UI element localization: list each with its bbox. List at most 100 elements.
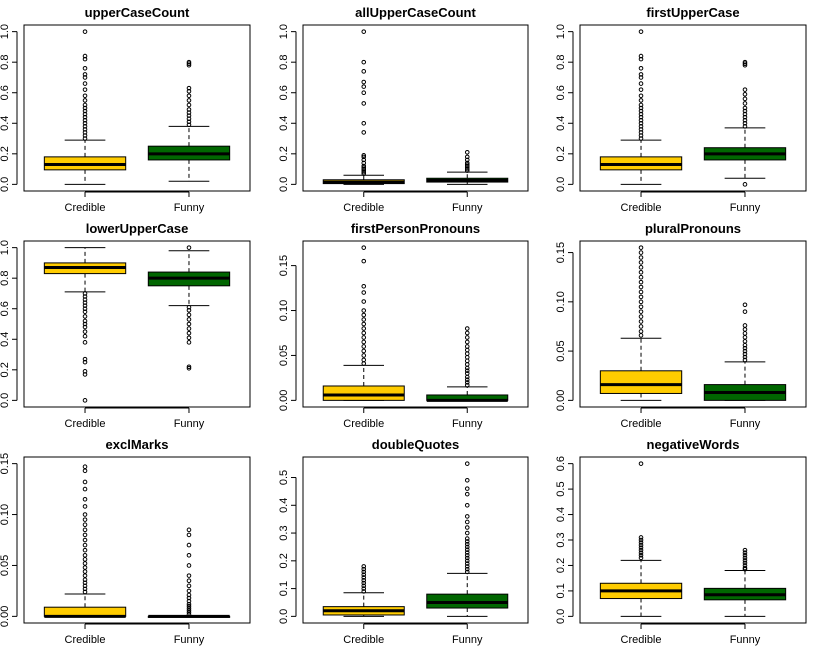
outlier-point bbox=[742, 101, 748, 106]
outlier-point bbox=[82, 318, 88, 324]
category-label: Funny bbox=[730, 418, 761, 430]
outlier-point bbox=[742, 331, 748, 336]
outlier-point bbox=[82, 372, 88, 377]
outlier-point bbox=[464, 541, 470, 547]
category-label: Funny bbox=[730, 634, 761, 646]
outlier-point bbox=[638, 274, 644, 280]
outlier-point bbox=[82, 56, 88, 62]
box-funny bbox=[147, 245, 231, 371]
outlier-point bbox=[638, 72, 644, 77]
panel-title: exclMarks bbox=[106, 437, 169, 452]
y-tick-label: 0.0 bbox=[0, 177, 11, 192]
outlier-point bbox=[82, 93, 88, 99]
category-label: Funny bbox=[452, 418, 483, 430]
outlier-point bbox=[464, 552, 470, 558]
y-tick-label: 0.8 bbox=[555, 55, 567, 70]
outlier-point bbox=[82, 124, 88, 129]
outlier-point bbox=[186, 588, 192, 594]
outlier-point bbox=[186, 312, 192, 318]
y-axis: 0.00 0.05 0.10 0.15 bbox=[555, 242, 574, 411]
outlier-point bbox=[638, 93, 644, 99]
outlier-point bbox=[82, 512, 88, 517]
outlier-point bbox=[638, 53, 644, 59]
y-tick-label: 0.6 bbox=[0, 85, 11, 100]
outlier-point bbox=[82, 464, 88, 469]
category-label: Funny bbox=[174, 202, 205, 214]
outlier-point bbox=[82, 87, 88, 92]
outlier-point bbox=[82, 527, 88, 533]
category-label: Credible bbox=[621, 418, 662, 430]
outlier-point bbox=[742, 117, 748, 123]
outlier-point bbox=[742, 302, 748, 308]
plot-frame bbox=[23, 240, 251, 408]
outlier-point bbox=[82, 547, 88, 553]
outlier-point bbox=[82, 108, 88, 114]
outlier-point bbox=[638, 265, 644, 270]
outlier-point bbox=[638, 133, 644, 138]
outlier-point bbox=[82, 117, 88, 123]
outlier-point bbox=[82, 309, 88, 315]
panel-title: lowerUpperCase bbox=[86, 221, 189, 236]
y-tick-label: 0.4 bbox=[278, 116, 290, 131]
box-funny bbox=[703, 302, 787, 401]
y-tick-label: 0.5 bbox=[278, 470, 290, 485]
outlier-point bbox=[82, 333, 88, 339]
outlier-point bbox=[638, 555, 644, 561]
y-tick-label: 0.6 bbox=[0, 301, 11, 316]
outlier-point bbox=[186, 578, 192, 584]
x-axis: Credible Funny bbox=[65, 623, 205, 646]
outlier-point bbox=[361, 326, 367, 331]
outlier-point bbox=[361, 583, 367, 589]
outlier-point bbox=[742, 124, 748, 129]
outlier-point bbox=[742, 62, 748, 68]
outlier-point bbox=[361, 163, 367, 169]
y-tick-label: 0.05 bbox=[0, 555, 11, 576]
outlier-point bbox=[464, 544, 470, 550]
outlier-point bbox=[464, 377, 470, 382]
outlier-point bbox=[82, 65, 88, 71]
outlier-point bbox=[82, 291, 88, 296]
outlier-point bbox=[82, 81, 88, 86]
outlier-point bbox=[638, 542, 644, 548]
y-tick-label: 0.0 bbox=[555, 177, 567, 192]
outlier-point bbox=[186, 110, 192, 115]
outlier-point bbox=[186, 102, 192, 108]
outlier-point bbox=[361, 357, 367, 363]
outlier-point bbox=[464, 382, 470, 388]
outlier-point bbox=[742, 114, 748, 120]
outlier-point bbox=[82, 561, 88, 566]
category-label: Funny bbox=[730, 202, 761, 214]
outlier-point bbox=[186, 330, 192, 336]
outlier-point bbox=[638, 299, 644, 305]
outlier-point bbox=[186, 122, 192, 128]
outlier-point bbox=[464, 461, 470, 466]
plot-frame bbox=[23, 24, 251, 192]
outlier-point bbox=[186, 85, 192, 91]
outlier-point bbox=[464, 555, 470, 561]
y-tick-label: 1.0 bbox=[0, 24, 11, 39]
outlier-point bbox=[464, 566, 470, 572]
panel-title: negativeWords bbox=[647, 437, 740, 452]
outlier-point bbox=[82, 569, 88, 574]
outlier-point bbox=[361, 101, 367, 106]
outlier-point bbox=[638, 319, 644, 324]
outlier-point bbox=[361, 566, 367, 572]
outlier-point bbox=[186, 307, 192, 313]
y-axis: 0.0 0.2 0.4 0.6 0.8 1.0 bbox=[0, 240, 18, 408]
y-tick-label: 0.1 bbox=[278, 581, 290, 596]
category-label: Credible bbox=[343, 202, 384, 214]
outlier-point bbox=[82, 321, 88, 327]
outlier-point bbox=[186, 532, 192, 538]
y-tick-label: 0.00 bbox=[555, 390, 567, 411]
outlier-point bbox=[742, 323, 748, 328]
outlier-point bbox=[82, 114, 88, 120]
outlier-point bbox=[186, 113, 192, 118]
y-tick-label: 0.00 bbox=[0, 606, 11, 627]
outlier-point bbox=[361, 168, 367, 173]
panel-doubleQuotes: doubleQuotes 0.0 0.1 0.2 0.3 0.4 0.5 Credible Fu… bbox=[278, 437, 529, 646]
outlier-point bbox=[638, 279, 644, 285]
y-tick-label: 0.6 bbox=[555, 456, 567, 471]
x-axis: Credible Funny bbox=[343, 407, 483, 430]
outlier-point bbox=[186, 98, 192, 103]
box-credible bbox=[599, 29, 683, 185]
